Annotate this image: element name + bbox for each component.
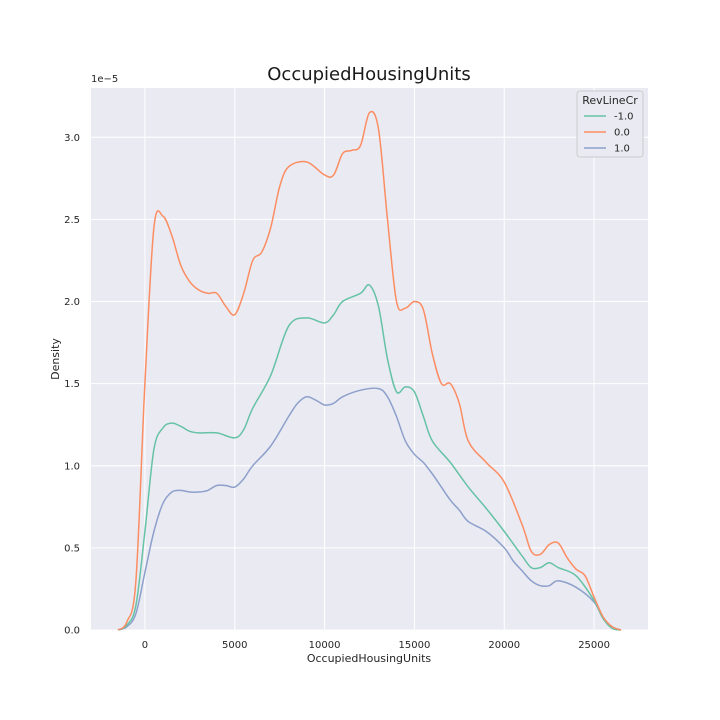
x-tick-label: 15000 xyxy=(399,640,431,651)
x-tick-label: 0 xyxy=(142,640,148,651)
y-tick-label: 0.0 xyxy=(64,626,80,637)
gridlines xyxy=(91,88,648,631)
x-tick-label: 20000 xyxy=(488,640,520,651)
legend-label: 0.0 xyxy=(614,128,630,139)
y-tick-label: 2.5 xyxy=(64,215,80,226)
plot-area xyxy=(91,88,648,630)
y-tick-label: 1.5 xyxy=(64,379,80,390)
series-line-1neg0 xyxy=(117,387,622,631)
x-tick-label: 5000 xyxy=(222,640,247,651)
series-line-0neg0 xyxy=(117,110,622,631)
legend-box xyxy=(576,90,644,158)
legend-title: RevLineCr xyxy=(582,94,638,107)
legend: RevLineCr -1.0 0.0 1.0 xyxy=(576,90,644,158)
y-axis-label: Density xyxy=(49,338,62,380)
chart-title: OccupiedHousingUnits xyxy=(267,64,470,85)
y-tick-label: 1.0 xyxy=(64,461,80,472)
y-tick-label: 3.0 xyxy=(64,133,80,144)
x-axis-ticks: 0 5000 10000 15000 20000 25000 xyxy=(142,640,610,651)
series-lines xyxy=(117,110,622,631)
series-line-neg1-0 xyxy=(117,283,622,631)
x-tick-label: 25000 xyxy=(578,640,610,651)
legend-label: 1.0 xyxy=(614,144,630,155)
legend-label: -1.0 xyxy=(614,112,634,123)
x-tick-label: 10000 xyxy=(309,640,341,651)
y-tick-label: 2.0 xyxy=(64,297,80,308)
y-offset-label: 1e−5 xyxy=(91,74,118,85)
y-tick-label: 0.5 xyxy=(64,543,80,554)
y-axis-ticks: 0.0 0.5 1.0 1.5 2.0 2.5 3.0 xyxy=(64,133,80,637)
x-axis-label: OccupiedHousingUnits xyxy=(307,652,432,665)
